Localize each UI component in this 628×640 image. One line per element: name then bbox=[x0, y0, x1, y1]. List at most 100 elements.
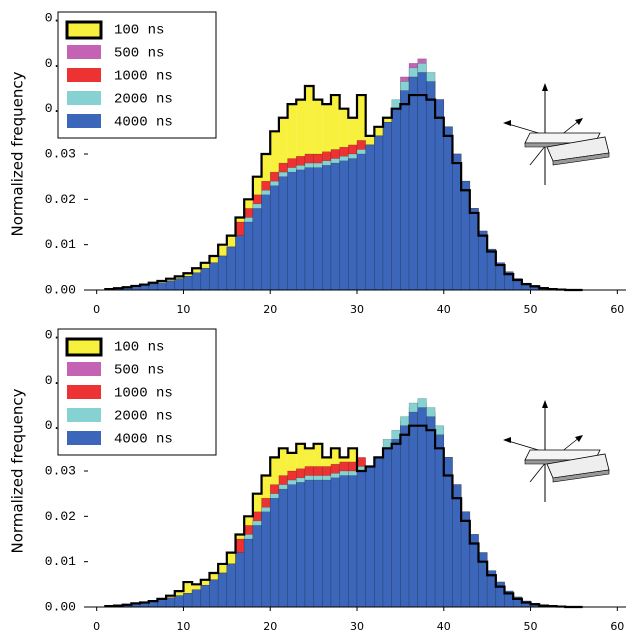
bar bbox=[486, 248, 497, 291]
legend-label: 4000 ns bbox=[114, 432, 173, 448]
bar bbox=[278, 488, 288, 608]
bar bbox=[408, 411, 418, 608]
bar bbox=[200, 584, 210, 608]
bar bbox=[460, 180, 471, 291]
y-tick-label: 0.02 bbox=[45, 192, 76, 207]
bar bbox=[252, 208, 262, 291]
x-tick-label: 0 bbox=[93, 303, 100, 316]
bar bbox=[400, 90, 410, 291]
bar bbox=[278, 176, 288, 291]
outline bbox=[104, 84, 583, 292]
y-tick-label: 0.03 bbox=[45, 146, 76, 161]
bar bbox=[287, 171, 297, 291]
bar bbox=[183, 276, 193, 291]
bar bbox=[174, 595, 184, 608]
x-tick-label: 30 bbox=[350, 303, 364, 316]
x-tick-label: 50 bbox=[524, 303, 538, 316]
bar bbox=[356, 153, 366, 291]
bar bbox=[287, 484, 297, 608]
legend-label: 500 ns bbox=[114, 46, 164, 62]
bar bbox=[313, 479, 323, 608]
bar bbox=[217, 572, 228, 608]
x-tick-label: 20 bbox=[263, 620, 277, 633]
x-tick-label: 10 bbox=[176, 620, 190, 633]
bar bbox=[269, 497, 280, 608]
bar bbox=[478, 230, 488, 291]
x-tick-label: 40 bbox=[437, 620, 451, 633]
legend-label: 500 ns bbox=[114, 363, 164, 379]
y-tick-label: 0.01 bbox=[45, 237, 76, 252]
legend-swatch bbox=[67, 408, 101, 422]
bar bbox=[382, 448, 392, 608]
bar bbox=[374, 457, 384, 608]
x-tick-label: 40 bbox=[437, 303, 451, 316]
bar bbox=[434, 99, 445, 291]
outline bbox=[104, 424, 583, 609]
bar bbox=[426, 81, 436, 291]
bar bbox=[374, 135, 384, 291]
bar bbox=[382, 122, 392, 291]
x-tick-label: 20 bbox=[263, 303, 277, 316]
bar bbox=[417, 407, 427, 608]
bar bbox=[391, 439, 401, 608]
bar bbox=[452, 153, 462, 291]
legend-swatch bbox=[67, 91, 101, 105]
bar bbox=[348, 475, 358, 608]
bar bbox=[391, 108, 401, 291]
x-tick-label: 0 bbox=[93, 620, 100, 633]
bar bbox=[261, 511, 271, 608]
bar bbox=[165, 280, 176, 291]
legend-swatch bbox=[65, 337, 103, 357]
bar bbox=[183, 593, 193, 608]
bar bbox=[191, 589, 202, 608]
legend-label: 100 ns bbox=[114, 340, 164, 356]
legend-label: 2000 ns bbox=[114, 92, 173, 108]
inset-icon bbox=[502, 399, 610, 503]
bar bbox=[304, 479, 314, 608]
bar bbox=[434, 434, 445, 608]
x-tick-label: 10 bbox=[176, 303, 190, 316]
bar bbox=[408, 76, 418, 291]
bar bbox=[443, 126, 453, 291]
bar bbox=[443, 457, 453, 608]
inset-icon bbox=[502, 82, 610, 186]
bar bbox=[348, 158, 358, 291]
legend-swatch bbox=[67, 45, 101, 59]
bar bbox=[417, 72, 427, 291]
y-axis-label: Normalized frequency bbox=[9, 71, 27, 236]
legend-label: 1000 ns bbox=[114, 69, 173, 85]
bar bbox=[209, 579, 219, 608]
legend-swatch bbox=[67, 385, 101, 399]
bar bbox=[235, 552, 245, 608]
bar bbox=[296, 482, 306, 608]
bar bbox=[356, 470, 366, 608]
bar bbox=[330, 477, 340, 608]
bar bbox=[191, 272, 202, 291]
bar bbox=[304, 167, 314, 291]
bar bbox=[495, 262, 505, 291]
y-axis-label: Normalized frequency bbox=[9, 388, 27, 553]
legend-label: 1000 ns bbox=[114, 386, 173, 402]
bar bbox=[174, 278, 184, 291]
bar bbox=[209, 262, 219, 291]
bar bbox=[296, 169, 306, 291]
bar bbox=[460, 511, 471, 608]
legend-label: 4000 ns bbox=[114, 115, 173, 131]
bar bbox=[365, 466, 375, 608]
bar bbox=[252, 525, 262, 608]
bar bbox=[157, 599, 167, 608]
bar bbox=[235, 235, 245, 291]
legend-swatch bbox=[67, 362, 101, 376]
bar bbox=[243, 538, 254, 608]
bar bbox=[157, 282, 167, 291]
legend-swatch bbox=[65, 20, 103, 40]
bar bbox=[200, 267, 210, 291]
bar bbox=[139, 285, 149, 291]
bar bbox=[426, 416, 436, 608]
legend-swatch bbox=[67, 68, 101, 82]
y-tick-label: 0.01 bbox=[45, 554, 76, 569]
bar bbox=[269, 185, 280, 291]
bar bbox=[339, 475, 349, 608]
bar bbox=[330, 162, 340, 291]
